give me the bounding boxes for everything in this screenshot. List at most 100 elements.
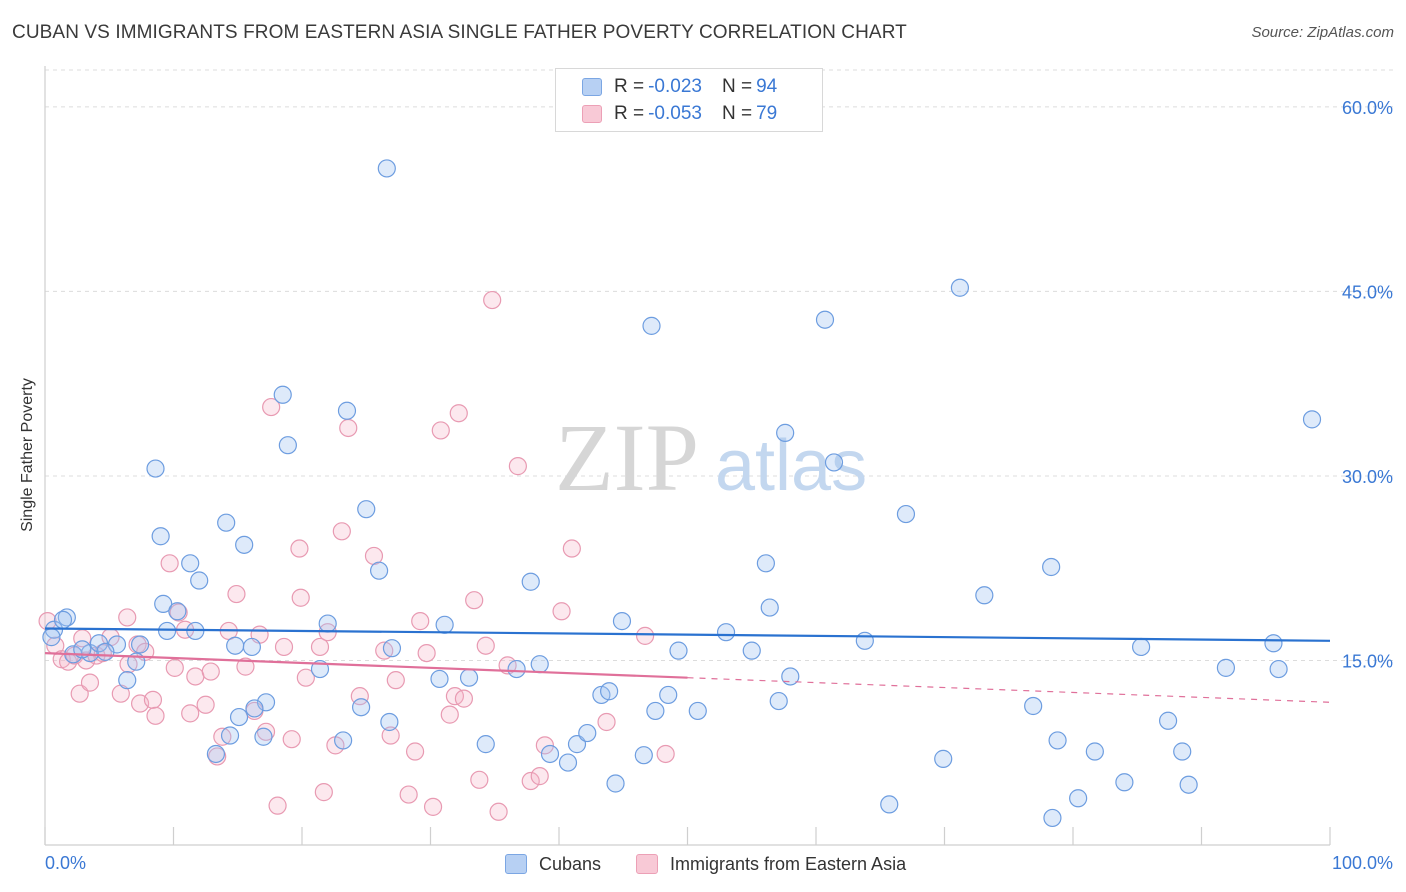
data-point-eastern-asia xyxy=(146,706,165,725)
data-point-cubans xyxy=(896,504,916,524)
data-point-cubans xyxy=(242,637,261,657)
data-point-eastern-asia xyxy=(291,588,310,607)
trend-lines xyxy=(44,627,1331,703)
data-point-cubans xyxy=(370,561,389,580)
data-point-cubans xyxy=(950,278,970,297)
legend-n-label: N = xyxy=(721,103,753,124)
legend-n-value: 94 xyxy=(756,76,778,97)
data-point-cubans xyxy=(606,774,625,793)
data-point-cubans xyxy=(507,659,526,679)
data-point-cubans xyxy=(578,723,597,743)
legend-label-cubans: Cubans xyxy=(539,853,602,874)
data-point-cubans xyxy=(642,316,661,335)
data-point-cubans xyxy=(1173,742,1192,761)
data-point-eastern-asia xyxy=(80,673,100,692)
data-point-cubans xyxy=(154,594,173,613)
data-point-cubans xyxy=(206,744,226,764)
data-point-cubans xyxy=(688,701,707,721)
data-point-eastern-asia xyxy=(521,771,540,791)
legend-r-value: -0.053 xyxy=(648,103,702,124)
data-point-cubans xyxy=(334,731,353,750)
data-point-eastern-asia xyxy=(310,637,330,657)
data-point-eastern-asia xyxy=(386,671,405,690)
data-point-cubans xyxy=(634,746,653,765)
y-tick-label: 30.0% xyxy=(1342,467,1393,487)
data-point-eastern-asia xyxy=(562,539,581,558)
data-point-cubans xyxy=(151,527,170,546)
data-point-eastern-asia xyxy=(535,736,554,755)
data-point-cubans xyxy=(815,310,835,329)
data-point-cubans xyxy=(756,554,775,573)
data-point-cubans xyxy=(146,459,165,478)
data-point-eastern-asia xyxy=(165,658,184,677)
x-tick-label: 0.0% xyxy=(45,853,86,873)
data-point-eastern-asia xyxy=(201,662,220,681)
data-point-eastern-asia xyxy=(160,554,179,573)
legend-row-eastern-asia: R = -0.053 N = 79 xyxy=(582,102,781,126)
legend-row-cubans: R = -0.023 N = 94 xyxy=(582,75,781,99)
data-point-cubans xyxy=(96,642,115,661)
data-point-eastern-asia xyxy=(169,603,188,622)
data-point-cubans xyxy=(1115,773,1134,792)
data-point-eastern-asia xyxy=(314,783,333,802)
data-point-eastern-asia xyxy=(454,689,474,708)
data-point-cubans xyxy=(521,572,540,591)
data-point-cubans xyxy=(540,744,560,764)
data-point-eastern-asia xyxy=(236,657,255,676)
data-point-cubans xyxy=(217,513,236,532)
data-point-eastern-asia xyxy=(465,591,484,610)
data-point-cubans xyxy=(1069,789,1088,808)
data-point-cubans xyxy=(42,628,61,647)
data-point-eastern-asia xyxy=(656,744,675,764)
data-point-cubans xyxy=(742,641,761,660)
data-point-cubans xyxy=(226,636,245,655)
data-point-cubans xyxy=(318,614,337,633)
data-point-cubans xyxy=(130,635,150,654)
data-point-cubans xyxy=(157,621,177,641)
watermark-zip: ZIP xyxy=(555,404,699,511)
data-point-eastern-asia xyxy=(440,705,459,724)
data-point-cubans xyxy=(352,698,371,717)
data-point-cubans xyxy=(1269,659,1288,679)
y-tick-label: 45.0% xyxy=(1342,282,1393,302)
data-point-eastern-asia xyxy=(483,290,502,310)
data-point-cubans xyxy=(669,641,688,660)
data-point-cubans xyxy=(220,726,240,745)
data-point-eastern-asia xyxy=(181,704,200,723)
data-point-eastern-asia xyxy=(635,626,655,645)
data-point-eastern-asia xyxy=(196,695,215,714)
data-point-eastern-asia xyxy=(256,722,276,741)
data-point-cubans xyxy=(769,691,788,711)
data-point-cubans xyxy=(357,500,376,519)
chart-title: CUBAN VS IMMIGRANTS FROM EASTERN ASIA SI… xyxy=(12,22,907,43)
data-point-cubans xyxy=(646,701,665,721)
x-tick-label: 100.0% xyxy=(1332,853,1393,873)
data-point-cubans xyxy=(880,795,899,814)
legend-swatch-pink xyxy=(582,105,602,123)
data-point-eastern-asia xyxy=(296,668,315,687)
legend-r-label: R = xyxy=(614,103,645,124)
legend-r-label: R = xyxy=(614,76,645,97)
gridlines xyxy=(45,69,1395,661)
data-point-cubans xyxy=(530,655,549,674)
data-point-cubans xyxy=(1042,557,1061,577)
data-point-cubans xyxy=(229,707,249,727)
data-point-cubans xyxy=(760,598,779,617)
data-point-eastern-asia xyxy=(118,608,137,627)
data-point-cubans xyxy=(380,712,399,732)
bottom-legend-cubans: Cubans xyxy=(505,852,601,876)
data-point-eastern-asia xyxy=(274,637,294,657)
data-point-cubans xyxy=(1216,658,1236,677)
trend-line-cubans xyxy=(44,627,1331,642)
data-point-eastern-asia xyxy=(597,712,616,732)
data-point-cubans xyxy=(600,682,619,701)
data-point-eastern-asia xyxy=(508,457,527,476)
data-point-cubans xyxy=(558,753,578,772)
data-point-eastern-asia xyxy=(186,667,205,686)
y-axis-label: Single Father Poverty xyxy=(19,378,36,532)
axes xyxy=(44,66,1331,846)
trend-line-eastern-asia xyxy=(44,651,688,679)
data-point-cubans xyxy=(1158,711,1178,730)
data-point-eastern-asia xyxy=(411,612,430,631)
